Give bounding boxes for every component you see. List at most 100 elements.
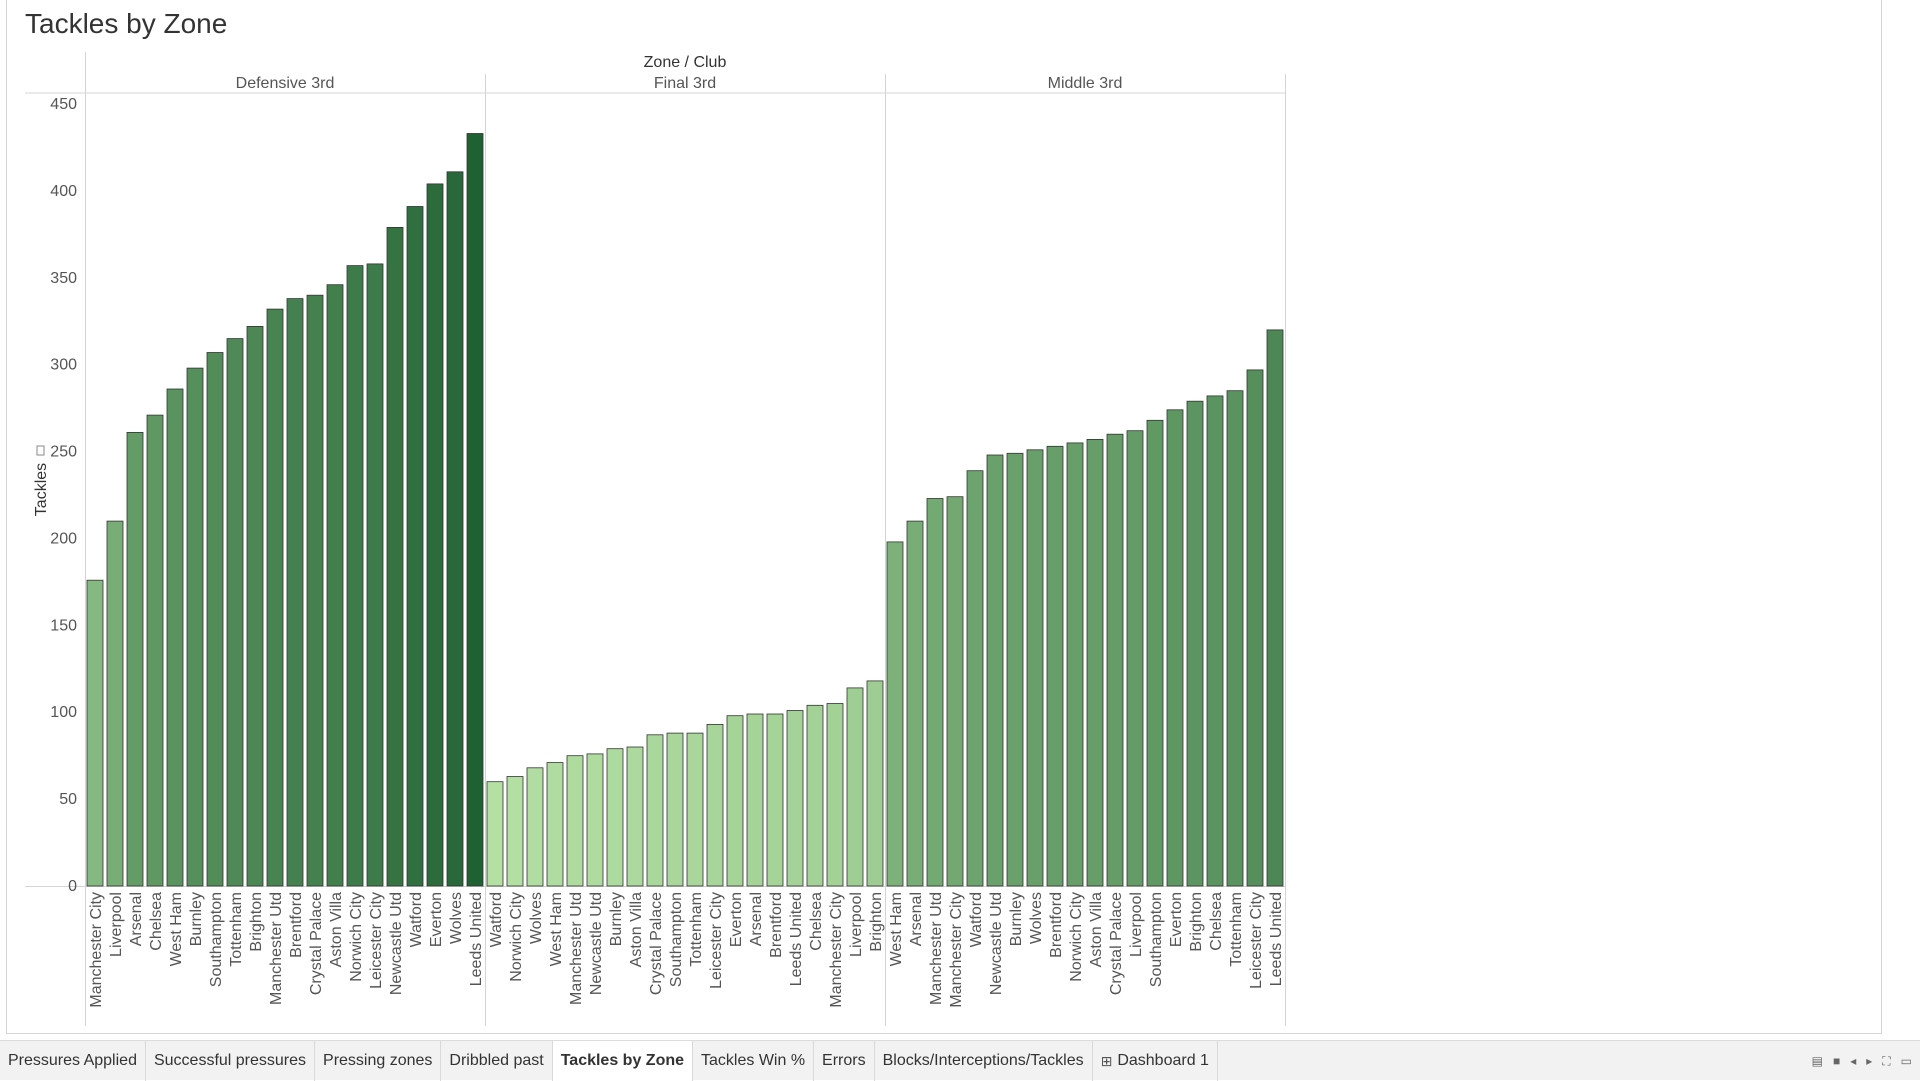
bar-defensive-3rd-leeds-united [466, 133, 484, 887]
bar-final-3rd-liverpool [846, 687, 864, 887]
x-category-label: Manchester Utd [268, 892, 285, 1005]
previous-sheet-icon[interactable]: ◂ [1850, 1054, 1857, 1068]
x-category-label: Burnley [188, 892, 205, 946]
x-category-label: Southampton [1148, 892, 1165, 987]
bar-defensive-3rd-newcastle-utd [386, 226, 404, 887]
bar-middle-3rd-brentford [1046, 445, 1064, 887]
y-tick-label: 150 [50, 617, 77, 634]
next-sheet-icon[interactable]: ▸ [1866, 1054, 1873, 1068]
sheet-tab-pressing-zones[interactable]: Pressing zones [315, 1041, 442, 1081]
y-tick-label: 350 [50, 270, 77, 287]
x-category-label: Manchester City [88, 892, 105, 1008]
bar-defensive-3rd-manchester-utd [266, 308, 284, 887]
zone-header-middle-3rd: Middle 3rd [1048, 75, 1123, 92]
bar-chart: Zone / Club 0 50 100 150 200 250 300 350 400 450 Ta… [25, 52, 1286, 1026]
bar-final-3rd-norwich-city [506, 776, 524, 887]
bar-defensive-3rd-wolves [446, 171, 464, 887]
bar-defensive-3rd-brentford [286, 298, 304, 887]
bar-middle-3rd-tottenham [1226, 390, 1244, 887]
sheet-tab-blocks-interceptions-tackles[interactable]: Blocks/Interceptions/Tackles [875, 1041, 1093, 1081]
y-tick-label: 50 [59, 791, 77, 808]
x-category-label: Wolves [1028, 892, 1045, 944]
x-category-label: Arsenal [908, 892, 925, 946]
y-tick-label: 0 [68, 878, 77, 895]
sheet-tab-pressures-applied[interactable]: Pressures Applied [0, 1041, 146, 1081]
x-category-label: Wolves [448, 892, 465, 944]
bar-defensive-3rd-norwich-city [346, 265, 364, 887]
bar-defensive-3rd-southampton [206, 352, 224, 887]
x-category-label: Watford [488, 892, 505, 947]
sheet-tab-label: Dribbled past [449, 1052, 544, 1069]
x-category-label: Liverpool [1128, 892, 1145, 957]
presentation-mode-icon[interactable]: ▭ [1900, 1054, 1912, 1068]
x-category-label: Liverpool [108, 892, 125, 957]
bar-defensive-3rd-liverpool [106, 520, 124, 887]
bar-middle-3rd-brighton [1186, 400, 1204, 887]
x-category-label: Manchester Utd [928, 892, 945, 1005]
bar-defensive-3rd-everton [426, 183, 444, 887]
bar-final-3rd-manchester-city [826, 703, 844, 887]
x-category-label: Tottenham [688, 892, 705, 967]
bar-middle-3rd-southampton [1146, 419, 1164, 887]
sheet-tab-label: Blocks/Interceptions/Tackles [882, 1052, 1084, 1069]
x-category-label: Chelsea [1208, 892, 1225, 951]
sheet-tab-tackles-win[interactable]: Tackles Win % [693, 1041, 815, 1081]
bar-defensive-3rd-west-ham [166, 388, 184, 887]
x-category-label: Brighton [1188, 892, 1205, 952]
filmstrip-view-icon[interactable]: ■ [1832, 1054, 1841, 1068]
x-category-label: Norwich City [508, 892, 525, 982]
sheet-tab-label: Tackles by Zone [560, 1052, 685, 1069]
x-category-label: Norwich City [348, 892, 365, 982]
x-category-label: Crystal Palace [1108, 892, 1125, 995]
bar-final-3rd-newcastle-utd [586, 753, 604, 887]
bar-middle-3rd-liverpool [1126, 430, 1144, 887]
bar-final-3rd-watford [486, 781, 504, 887]
sheet-tab-dribbled-past[interactable]: Dribbled past [441, 1041, 553, 1081]
x-category-label: Chelsea [148, 892, 165, 951]
y-tick-label: 400 [50, 183, 77, 200]
x-category-label: Brighton [868, 892, 885, 952]
bar-final-3rd-brighton [866, 680, 884, 887]
sheet-tab-tackles-by-zone[interactable]: Tackles by Zone [552, 1041, 694, 1081]
y-tick-label: 250 [50, 444, 77, 461]
bar-middle-3rd-west-ham [886, 541, 904, 887]
x-category-label: Tottenham [1228, 892, 1245, 967]
bar-final-3rd-west-ham [546, 762, 564, 887]
x-category-label: Manchester City [828, 892, 845, 1008]
x-category-label: Everton [428, 892, 445, 947]
bar-middle-3rd-leicester-city [1246, 369, 1264, 887]
bar-final-3rd-chelsea [806, 704, 824, 887]
x-category-label: Burnley [608, 892, 625, 946]
sheet-tab-label: Errors [822, 1052, 866, 1069]
x-category-label: Arsenal [128, 892, 145, 946]
sheet-tab-errors[interactable]: Errors [814, 1041, 875, 1081]
grid-view-icon[interactable]: ▤ [1811, 1054, 1823, 1068]
sheet-navigation-controls: ▤ ■ ◂ ▸ ⛶ ▭ [1812, 1041, 1912, 1081]
x-category-label: Liverpool [848, 892, 865, 957]
sheet-tab-dashboard-1[interactable]: ⊞ Dashboard 1 [1093, 1041, 1218, 1081]
sheet-tab-successful-pressures[interactable]: Successful pressures [146, 1041, 316, 1081]
sheet-tab-bar: Pressures Applied Successful pressures Pre… [0, 1040, 1920, 1081]
x-category-label: Everton [728, 892, 745, 947]
x-category-label: Leeds United [468, 892, 485, 986]
x-category-label: Norwich City [1068, 892, 1085, 982]
y-tick-label: 200 [50, 530, 77, 547]
bar-middle-3rd-burnley [1006, 452, 1024, 887]
fit-screen-icon[interactable]: ⛶ [1882, 1053, 1891, 1068]
zone-header-defensive-3rd: Defensive 3rd [236, 75, 335, 92]
bar-defensive-3rd-chelsea [146, 414, 164, 887]
bar-middle-3rd-arsenal [906, 520, 924, 887]
y-tick-label: 300 [50, 357, 77, 374]
sheet-tab-label: Successful pressures [153, 1052, 307, 1069]
x-category-label: Aston Villa [328, 892, 345, 967]
bar-final-3rd-aston-villa [626, 746, 644, 887]
sheet-tabs: Pressures Applied Successful pressures Pre… [0, 1041, 1218, 1081]
x-category-label: Watford [408, 892, 425, 947]
x-category-label: Watford [968, 892, 985, 947]
bar-final-3rd-tottenham [686, 732, 704, 887]
x-category-label: Aston Villa [628, 892, 645, 967]
bar-final-3rd-everton [726, 715, 744, 887]
x-category-label: Crystal Palace [308, 892, 325, 995]
sort-icon [36, 445, 45, 456]
bar-final-3rd-burnley [606, 748, 624, 887]
